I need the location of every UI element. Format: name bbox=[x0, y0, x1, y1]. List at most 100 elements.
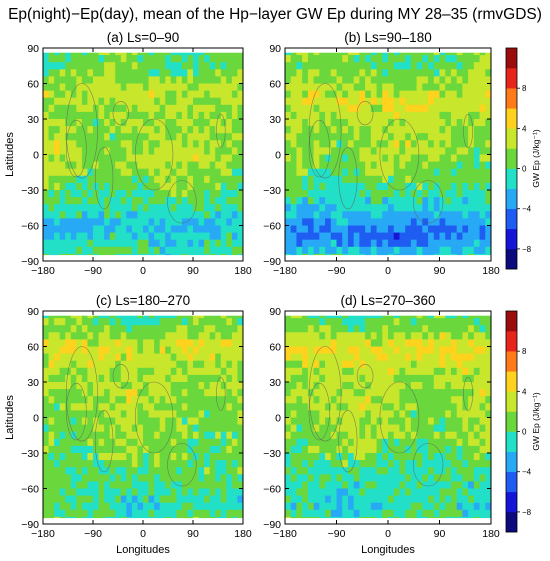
heatmap-cell bbox=[365, 481, 372, 490]
heatmap-cell bbox=[450, 204, 458, 212]
heatmap-cell bbox=[347, 509, 355, 518]
heatmap-cell bbox=[170, 161, 177, 170]
heatmap-cell bbox=[115, 474, 122, 482]
heatmap-cell bbox=[204, 211, 211, 219]
heatmap-cell bbox=[181, 374, 189, 383]
heatmap-cell bbox=[456, 154, 463, 163]
heatmap-cell bbox=[104, 154, 111, 163]
heatmap-cell bbox=[215, 161, 222, 170]
heatmap-cell bbox=[126, 147, 133, 156]
heatmap-cell bbox=[445, 488, 452, 497]
heatmap-cell bbox=[137, 190, 144, 198]
heatmap-cell bbox=[143, 325, 150, 333]
heatmap-cell bbox=[388, 332, 395, 340]
heatmap-cell bbox=[126, 389, 133, 397]
heatmap-cell bbox=[410, 197, 418, 205]
heatmap-cell bbox=[485, 382, 491, 390]
heatmap-cell bbox=[115, 467, 122, 475]
heatmap-cell bbox=[439, 190, 446, 198]
heatmap-cell bbox=[65, 346, 72, 355]
heatmap-cell bbox=[296, 318, 303, 326]
heatmap-cell bbox=[376, 104, 383, 113]
heatmap-cell bbox=[109, 346, 116, 355]
heatmap-cell bbox=[198, 147, 205, 156]
heatmap-cell bbox=[473, 424, 481, 433]
heatmap-cell bbox=[231, 467, 239, 475]
heatmap-cell bbox=[399, 460, 406, 468]
heatmap-cell bbox=[450, 119, 458, 127]
heatmap-cell bbox=[104, 76, 111, 85]
heatmap-cell bbox=[342, 453, 349, 461]
heatmap-cell bbox=[165, 69, 172, 77]
heatmap-cell bbox=[204, 90, 211, 99]
heatmap-cell bbox=[198, 76, 205, 85]
heatmap-cell bbox=[193, 417, 200, 426]
heatmap-cell bbox=[104, 495, 111, 504]
heatmap-cell bbox=[237, 474, 243, 482]
heatmap-cell bbox=[159, 353, 166, 362]
heatmap-cell bbox=[76, 175, 83, 184]
heatmap-cell bbox=[347, 182, 355, 191]
heatmap-cell bbox=[365, 453, 372, 461]
heatmap-cell bbox=[376, 111, 383, 120]
heatmap-cell bbox=[81, 190, 89, 198]
heatmap-cell bbox=[165, 460, 172, 468]
heatmap-cell bbox=[473, 175, 481, 184]
heatmap-cell bbox=[456, 346, 463, 355]
heatmap-cell bbox=[290, 346, 298, 355]
heatmap-cell bbox=[193, 509, 200, 518]
x-tick-label: 90 bbox=[434, 528, 446, 540]
heatmap-cell bbox=[215, 488, 222, 497]
heatmap-cell bbox=[193, 55, 200, 63]
heatmap-cell bbox=[479, 325, 486, 333]
heatmap-cell bbox=[399, 104, 406, 113]
heatmap-cell bbox=[226, 246, 233, 255]
y-tick-label: 90 bbox=[27, 43, 39, 55]
heatmap-cell bbox=[159, 239, 166, 248]
heatmap-cell bbox=[290, 161, 298, 170]
colorbar-swatch bbox=[506, 168, 517, 189]
heatmap-cell bbox=[347, 502, 355, 511]
heatmap-cell bbox=[416, 509, 423, 518]
heatmap-cell bbox=[76, 133, 83, 141]
heatmap-cell bbox=[347, 445, 355, 454]
heatmap-cell bbox=[54, 410, 61, 419]
heatmap-cell bbox=[319, 438, 326, 447]
heatmap-cell bbox=[336, 382, 343, 390]
heatmap-cell bbox=[176, 325, 183, 333]
heatmap-cell bbox=[204, 55, 211, 63]
heatmap-cell bbox=[93, 396, 100, 404]
heatmap-cell bbox=[382, 154, 389, 163]
heatmap-cell bbox=[87, 403, 94, 411]
heatmap-cell bbox=[65, 460, 72, 468]
heatmap-cell bbox=[336, 460, 343, 468]
heatmap-cell bbox=[388, 389, 395, 397]
colorbar-tick-label: 0 bbox=[522, 428, 527, 437]
heatmap-cell bbox=[104, 367, 111, 376]
heatmap-cell bbox=[209, 410, 216, 419]
heatmap-cell bbox=[370, 154, 378, 163]
heatmap-cell bbox=[365, 367, 372, 376]
heatmap-cell bbox=[165, 175, 172, 184]
heatmap-cell bbox=[137, 55, 144, 63]
heatmap-cell bbox=[307, 76, 315, 85]
heatmap-cell bbox=[382, 62, 389, 70]
heatmap-cell bbox=[148, 161, 155, 170]
heatmap-cell bbox=[473, 161, 481, 170]
heatmap-cell bbox=[76, 460, 83, 468]
heatmap-cell bbox=[98, 161, 105, 170]
heatmap-cell bbox=[336, 509, 343, 518]
heatmap-cell bbox=[143, 175, 150, 184]
heatmap-cell bbox=[365, 232, 372, 241]
heatmap-cell bbox=[422, 382, 429, 390]
heatmap-cell bbox=[143, 211, 150, 219]
heatmap-cell bbox=[456, 97, 463, 106]
heatmap-cell bbox=[154, 410, 161, 419]
heatmap-cell bbox=[473, 467, 481, 475]
heatmap-cell bbox=[353, 460, 360, 468]
heatmap-cell bbox=[181, 396, 189, 404]
heatmap-cell bbox=[307, 460, 315, 468]
heatmap-cell bbox=[399, 140, 406, 148]
heatmap-cell bbox=[353, 495, 360, 504]
heatmap-cell bbox=[198, 55, 205, 63]
